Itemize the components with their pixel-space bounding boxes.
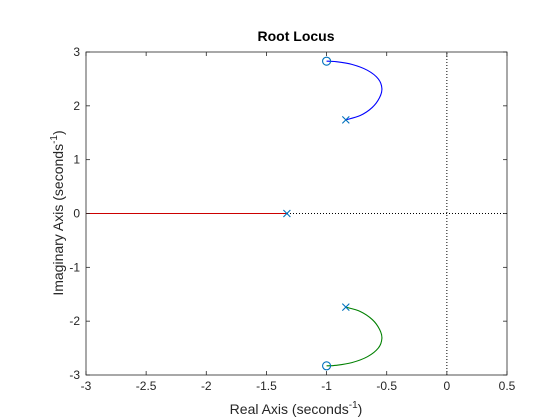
y-tick-label: 0 <box>73 207 80 221</box>
x-tick-label: -1.5 <box>256 379 277 393</box>
y-tick-label: 3 <box>73 45 80 59</box>
y-axis-label: Imaginary Axis (seconds-1) <box>49 130 66 295</box>
x-axis-label: Real Axis (seconds-1) <box>230 400 363 417</box>
plot-area <box>73 47 507 376</box>
axis-ticks: -3 -2.5 -2 -1.5 -1 -0.5 0 0.5 -3 -2 -1 0 1 2 3 <box>69 45 515 393</box>
y-tick-label: 1 <box>73 153 80 167</box>
x-tick-label: 0.5 <box>499 379 516 393</box>
locus-branches <box>86 60 383 367</box>
x-tick-label: -1 <box>321 379 332 393</box>
reference-lines <box>86 52 507 375</box>
x-tick-label: 0 <box>444 379 451 393</box>
y-tick-label: 2 <box>73 99 80 113</box>
lower-branch-line <box>326 306 383 367</box>
pole-marker <box>341 303 350 312</box>
x-tick-label: -0.5 <box>376 379 397 393</box>
upper-branch-line <box>326 60 383 121</box>
x-tick-label: -3 <box>81 379 92 393</box>
zero-marker <box>322 56 332 66</box>
y-tick-label: -1 <box>69 260 80 274</box>
x-tick-label: -2 <box>201 379 212 393</box>
pole-marker <box>341 115 350 124</box>
pole-zero-markers <box>282 56 350 371</box>
pole-marker <box>282 209 291 218</box>
x-tick-label: -2.5 <box>136 379 157 393</box>
y-tick-label: -3 <box>69 368 80 382</box>
y-tick-label: -2 <box>69 314 80 328</box>
chart-title: Root Locus <box>258 28 335 44</box>
zero-marker <box>322 361 332 371</box>
